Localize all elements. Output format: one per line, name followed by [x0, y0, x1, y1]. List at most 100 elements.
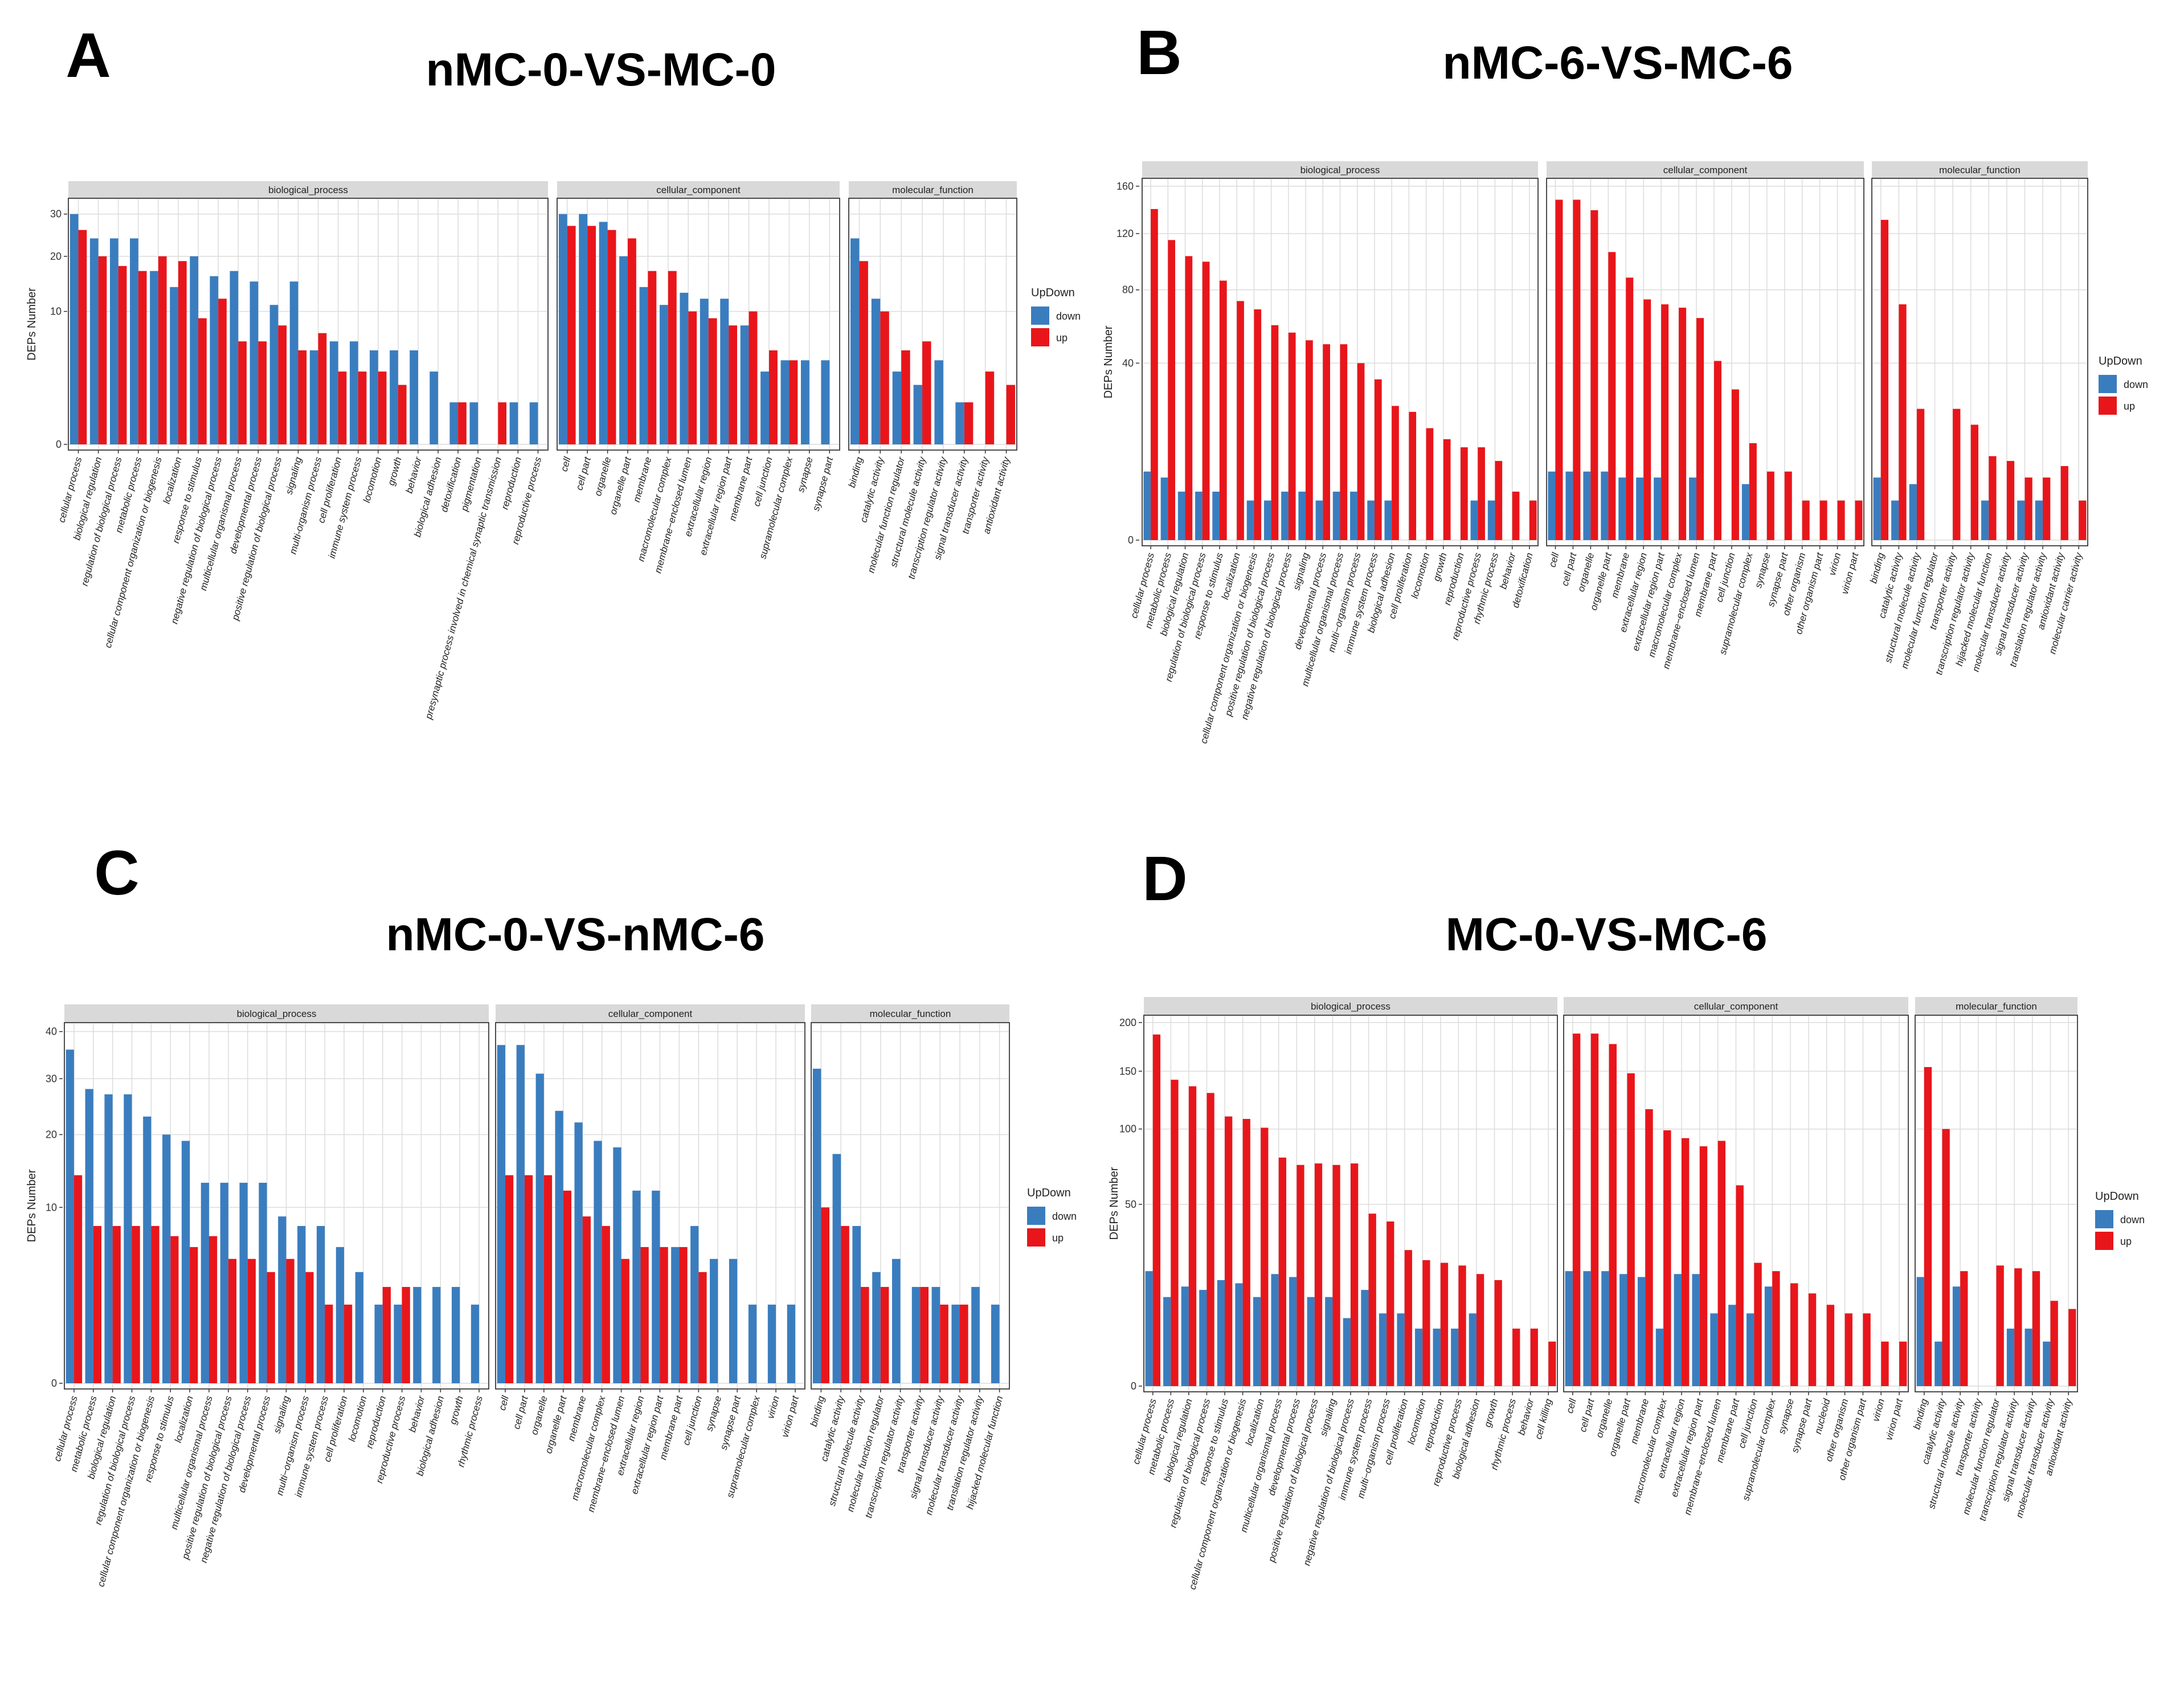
facet-border — [1546, 178, 1864, 546]
legend-key-up — [2095, 1232, 2113, 1250]
bar-up-biological-regulation — [98, 256, 107, 444]
bar-up-molecular-function-regulator — [880, 1286, 889, 1383]
bar-down-transcription-regulator-activity — [934, 360, 943, 444]
bar-down-immune-system-process — [1367, 500, 1375, 540]
legend-label-up: up — [1056, 332, 1068, 344]
bar-up-rhythmic-process — [1495, 461, 1503, 540]
bar-down-molecular-transducer-activity — [2043, 1341, 2051, 1386]
bar-down-cell-proliferation — [329, 341, 338, 444]
bar-down-negative-regulation-of-biological-process — [210, 276, 219, 444]
bar-down-negative-regulation-of-biological-process — [1343, 1318, 1351, 1386]
bar-up-signal-transducer-activity — [964, 402, 974, 444]
bar-up-supramolecular-complex — [789, 360, 798, 444]
bar-up-macromolecular-complex — [668, 271, 677, 444]
bar-up-negative-regulation-of-biological-process — [247, 1258, 256, 1383]
bar-down-membrane-part — [740, 325, 749, 444]
bar-up-cell-part — [587, 226, 596, 444]
panel-title: nMC-0-VS-nMC-6 — [386, 909, 764, 961]
bar-down-metabolic-process — [130, 238, 138, 444]
bar-up-supramolecular-complex — [1749, 443, 1757, 540]
bar-down-metabolic-process — [1160, 477, 1168, 540]
bar-up-reproduction — [1440, 1262, 1449, 1386]
bar-down-cell-proliferation — [336, 1247, 345, 1383]
x-tick-label: signaling — [284, 456, 304, 496]
legend-title: UpDown — [1027, 1187, 1071, 1199]
bar-up-multi-organism-process — [1357, 363, 1365, 540]
bar-down-signaling — [278, 1216, 287, 1383]
bar-down-rhythmic-process — [1487, 500, 1495, 540]
bar-down-cellular-process — [1143, 471, 1151, 540]
y-tick-label: 10 — [46, 1202, 57, 1213]
bar-down-macromolecular-complex — [659, 305, 668, 444]
x-tick-label: signaling — [272, 1395, 292, 1435]
facet-strip-label: biological_process — [1300, 165, 1380, 175]
bar-up-regulation-of-biological-process — [132, 1225, 140, 1383]
x-tick-label: growth — [386, 456, 404, 487]
bar-down-binding — [812, 1068, 821, 1383]
bar-up-presynaptic-process-involved-in-chemical-synaptic-transmission — [498, 402, 507, 444]
y-tick-label: 20 — [50, 251, 62, 262]
bar-up-cellular-component-organization-or-biogenesis — [1242, 1118, 1250, 1386]
bar-down-positive-regulation-of-biological-process — [269, 305, 279, 444]
bar-down-cell-junction — [1746, 1313, 1754, 1386]
panel-letter: D — [1142, 844, 1187, 914]
bar-up-membrane-enclosed-lumen — [688, 311, 697, 444]
bar-up-signaling — [1306, 340, 1313, 540]
bar-up-catalytic-activity — [880, 311, 889, 444]
bar-up-other-organism — [1844, 1313, 1852, 1386]
bar-up-response-to-stimulus — [198, 318, 207, 444]
y-tick-label: 120 — [1116, 228, 1134, 239]
bar-up-extracellular-region-part — [729, 325, 738, 444]
bar-down-reproduction — [1433, 1329, 1441, 1386]
x-tick-label: cell part — [511, 1394, 530, 1431]
bar-down-extracellular-region — [700, 299, 709, 444]
bar-up-regulation-of-biological-process — [1206, 1093, 1214, 1386]
x-tick-label: cell killing — [1533, 1398, 1554, 1441]
bar-up-binding — [1924, 1067, 1932, 1386]
bar-down-membrane-enclosed-lumen — [1689, 477, 1697, 540]
bar-down-membrane-enclosed-lumen — [680, 292, 689, 444]
bar-up-signal-transducer-activity — [2025, 477, 2032, 540]
facet-border — [848, 198, 1017, 451]
bar-down-multi-organism-process — [1379, 1313, 1387, 1386]
facet-strip — [1564, 997, 1908, 1015]
bar-down-reproduction — [509, 402, 518, 444]
facet-strip — [1142, 161, 1538, 178]
bar-down-positive-regulation-of-biological-process — [1263, 500, 1271, 540]
x-tick-label: behavior — [407, 1394, 427, 1433]
legend: UpDown down up — [1027, 1187, 1077, 1247]
bar-down-transcription-regulator-activity — [2006, 1329, 2015, 1386]
bar-up-virion — [1837, 500, 1845, 540]
bar-down-transcription-regulator-activity — [891, 1258, 901, 1383]
bar-down-organelle-part — [619, 256, 628, 444]
bar-up-immune-system-process — [1368, 1213, 1376, 1386]
legend-key-up — [1027, 1228, 1045, 1247]
legend-label-down: down — [2124, 379, 2148, 390]
facet-plot-area — [1546, 178, 1864, 546]
bar-down-binding — [850, 238, 860, 444]
bar-down-cell-part — [579, 214, 588, 444]
legend-title: UpDown — [2095, 1190, 2139, 1203]
facet-strip — [1547, 161, 1864, 178]
bar-down-structural-molecule-activity — [1909, 484, 1917, 540]
bar-up-immune-system-process — [358, 371, 367, 444]
bar-up-cell-killing — [1548, 1341, 1556, 1386]
legend-key-down — [2095, 1210, 2113, 1228]
bar-down-translation-regulator-activity — [971, 1286, 980, 1383]
bar-down-developmental-process — [1289, 1277, 1297, 1386]
bar-up-membrane-enclosed-lumen — [1696, 318, 1704, 540]
bar-down-supramolecular-complex — [1764, 1286, 1773, 1386]
bar-up-translation-regulator-activity — [2043, 477, 2051, 540]
facet-strip — [1144, 997, 1557, 1015]
x-tick-label: binding — [808, 1395, 827, 1428]
bar-down-reproduction — [374, 1304, 383, 1383]
bar-up-membrane — [1626, 277, 1634, 540]
bar-up-immune-system-process — [1374, 379, 1382, 540]
bar-up-macromolecular-complex — [1679, 308, 1687, 540]
bar-up-cell-part — [1573, 199, 1581, 540]
